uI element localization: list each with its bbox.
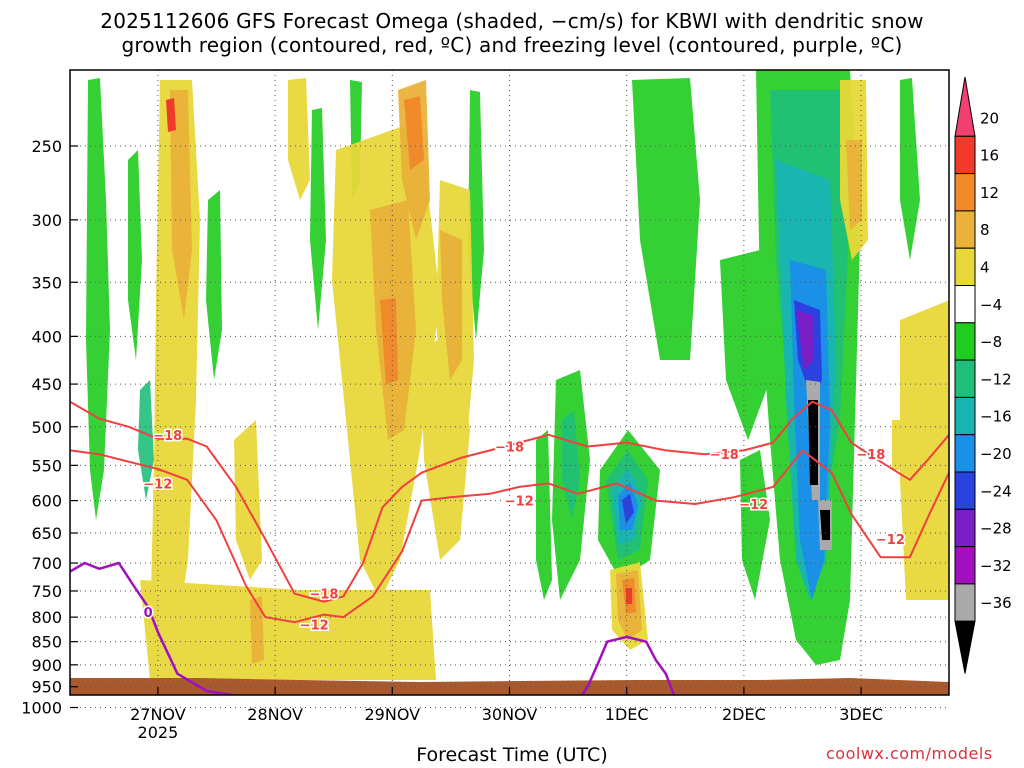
colorbar: 20 16 12 8 4 −4 −8 −12 −16 −20 −24 −28 −32 −36 bbox=[954, 76, 1012, 674]
credit-link[interactable]: coolwx.com/models bbox=[826, 744, 993, 763]
dgz-contour-2-label-1: −12 bbox=[300, 619, 329, 634]
colorbar-label-9: −20 bbox=[980, 445, 1012, 463]
colorbar-swatch-13 bbox=[954, 583, 976, 622]
y-tick-label-550: 550 bbox=[31, 456, 62, 475]
colorbar-swatch-14 bbox=[954, 620, 976, 674]
y-tick-label-850: 850 bbox=[31, 633, 62, 652]
colorbar-label-2: 12 bbox=[980, 184, 999, 202]
colorbar-label-1: 16 bbox=[980, 147, 999, 165]
colorbar-swatch-12 bbox=[954, 546, 976, 585]
colorbar-label-5: −4 bbox=[980, 296, 1002, 314]
colorbar-swatch-11 bbox=[954, 508, 976, 548]
y-tick-label-800: 800 bbox=[31, 608, 62, 627]
y-tick-label-500: 500 bbox=[31, 418, 62, 437]
colorbar-swatch-5 bbox=[954, 285, 976, 324]
dgz-contour-1-label-3: −18 bbox=[710, 448, 739, 463]
x-tick-label-2DEC: 2DEC bbox=[722, 705, 766, 724]
colorbar-label-13: −36 bbox=[980, 594, 1012, 612]
y-tick-label-950: 950 bbox=[31, 678, 62, 697]
y-tick-label-350: 350 bbox=[31, 273, 62, 292]
x-tick-label-1DEC: 1DEC bbox=[605, 705, 649, 724]
colorbar-label-8: −16 bbox=[980, 408, 1012, 426]
y-tick-label-400: 400 bbox=[31, 327, 62, 346]
y-tick-label-750: 750 bbox=[31, 582, 62, 601]
x-tick-label-30NOV: 30NOV bbox=[482, 705, 538, 724]
colorbar-swatch-9 bbox=[954, 434, 976, 473]
colorbar-swatch-4 bbox=[954, 247, 976, 286]
y-tick-label-250: 250 bbox=[31, 137, 62, 156]
dgz-contour-1-label-2: −18 bbox=[495, 441, 524, 456]
x-tick-sublabel-27NOV: 2025 bbox=[138, 723, 179, 742]
chart-title-line-1: 2025112606 GFS Forecast Omega (shaded, −… bbox=[100, 9, 924, 33]
dgz-contour-2-label-0: −12 bbox=[143, 477, 172, 492]
colorbar-swatch-2 bbox=[954, 173, 976, 212]
colorbar-swatch-0 bbox=[954, 76, 976, 137]
dgz-contour-2-label-4: −12 bbox=[876, 533, 905, 548]
y-tick-label-600: 600 bbox=[31, 492, 62, 511]
colorbar-swatch-6 bbox=[954, 322, 976, 361]
colorbar-label-6: −8 bbox=[980, 333, 1002, 351]
dgz-contour-2 bbox=[70, 449, 949, 624]
colorbar-swatch-3 bbox=[954, 210, 976, 249]
y-axis: 250 300 350 400 450 500 550 600 650 700 750 800 850 9… bbox=[21, 137, 78, 718]
omega-shading-layer bbox=[70, 70, 949, 695]
dgz-contour-1-label-4: −18 bbox=[856, 448, 885, 463]
x-tick-label-3DEC: 3DEC bbox=[839, 705, 883, 724]
x-tick-label-29NOV: 29NOV bbox=[365, 705, 421, 724]
dgz-contour-1 bbox=[70, 400, 949, 603]
freezing-level-contour-label-0: 0 bbox=[144, 606, 153, 621]
y-tick-label-900: 900 bbox=[31, 656, 62, 675]
colorbar-label-7: −12 bbox=[980, 370, 1012, 388]
colorbar-label-10: −24 bbox=[980, 482, 1012, 500]
chart-title-line-2: growth region (contoured, red, ºC) and f… bbox=[121, 33, 903, 57]
y-tick-label-300: 300 bbox=[31, 211, 62, 230]
dgz-contour-1-label-1: −18 bbox=[309, 588, 338, 603]
y-tick-label-1000: 1000 bbox=[21, 699, 62, 718]
dgz-contour-2-label-3: −12 bbox=[739, 498, 768, 513]
x-tick-label-28NOV: 28NOV bbox=[247, 705, 303, 724]
x-tick-label-27NOV: 27NOV bbox=[130, 705, 186, 724]
dgz-contour-2-label-2: −12 bbox=[505, 495, 534, 510]
dgz-contour-1-label-0: −18 bbox=[153, 429, 182, 444]
freezing-level-contour bbox=[70, 561, 676, 695]
colorbar-label-11: −28 bbox=[980, 520, 1012, 538]
colorbar-swatch-8 bbox=[954, 396, 976, 436]
colorbar-label-0: 20 bbox=[980, 109, 999, 127]
colorbar-swatch-10 bbox=[954, 471, 976, 510]
grid-lines bbox=[70, 70, 949, 708]
y-tick-label-700: 700 bbox=[31, 554, 62, 573]
contour-layer: −18 −18 −18 −18 −18 −12 −12 −12 −12 −12 0 bbox=[70, 400, 949, 695]
colorbar-label-3: 8 bbox=[980, 221, 990, 239]
x-axis-title: Forecast Time (UTC) bbox=[416, 744, 608, 766]
y-tick-label-650: 650 bbox=[31, 524, 62, 543]
colorbar-swatch-7 bbox=[954, 359, 976, 398]
colorbar-label-4: 4 bbox=[980, 259, 990, 277]
y-tick-label-450: 450 bbox=[31, 375, 62, 394]
colorbar-swatch-1 bbox=[954, 135, 976, 175]
colorbar-label-12: −32 bbox=[980, 557, 1012, 575]
